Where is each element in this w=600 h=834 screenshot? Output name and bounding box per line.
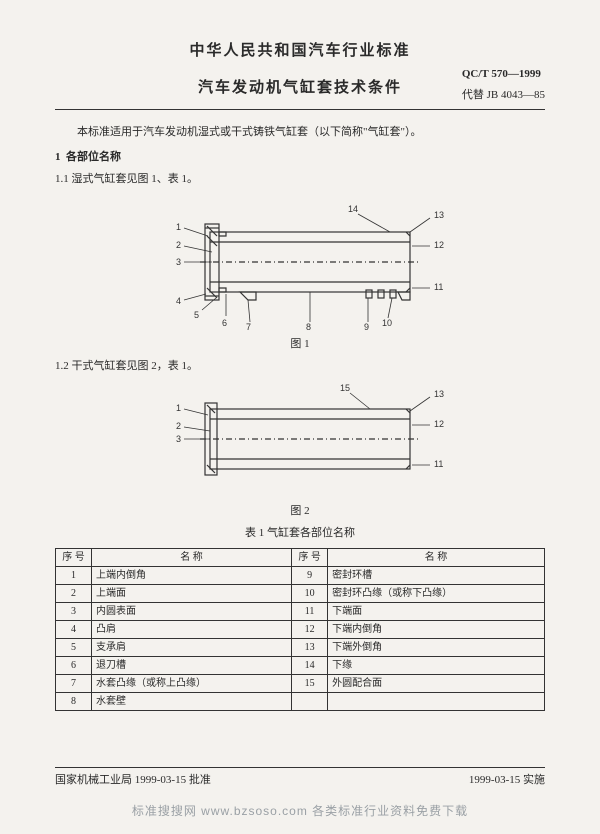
- fig1-label-7: 7: [246, 322, 251, 332]
- page-header: 中华人民共和国汽车行业标准 汽车发动机气缸套技术条件 QC/T 570—1999…: [55, 40, 545, 99]
- replace-note: 代替 JB 4043—85: [462, 87, 545, 104]
- fig2-label-2: 2: [176, 421, 181, 431]
- fig1-label-14: 14: [348, 204, 358, 214]
- divider-top: [55, 109, 545, 110]
- fig1-label-5: 5: [194, 310, 199, 320]
- fig2-label-15: 15: [340, 383, 350, 393]
- th-name-left: 名 称: [92, 548, 292, 566]
- fig1-label-8: 8: [306, 322, 311, 332]
- fig1-label-2: 2: [176, 240, 181, 250]
- fig1-label-3: 3: [176, 257, 181, 267]
- section-1-num: 1: [55, 151, 61, 163]
- parts-table: 序 号 名 称 序 号 名 称 1上端内倒角9密封环槽2上端面10密封环凸缘（或…: [55, 548, 545, 711]
- table-row: 5支承肩13下端外倒角: [56, 638, 545, 656]
- figure-2-caption: 图 2: [55, 503, 545, 520]
- standard-heading: 中华人民共和国汽车行业标准: [55, 40, 545, 63]
- table-row: 8水套壁: [56, 692, 545, 710]
- fig1-label-6: 6: [222, 318, 227, 328]
- table-row: 2上端面10密封环凸缘（或称下凸缘）: [56, 584, 545, 602]
- table-head-row: 序 号 名 称 序 号 名 称: [56, 548, 545, 566]
- table-1-title: 表 1 气缸套各部位名称: [55, 525, 545, 542]
- table-row: 1上端内倒角9密封环槽: [56, 566, 545, 584]
- fig2-label-11: 11: [434, 459, 443, 469]
- footer-left: 国家机械工业局 1999-03-15 批准: [55, 772, 211, 789]
- fig1-label-12: 12: [434, 240, 444, 250]
- subsection-1-1: 1.1 湿式气缸套见图 1、表 1。: [55, 171, 545, 188]
- fig1-label-1: 1: [176, 222, 181, 232]
- figure-2-svg: 1 2 3 15 13 12 11: [130, 379, 470, 499]
- fig2-label-12: 12: [434, 419, 444, 429]
- table-row: 4凸肩12下端内倒角: [56, 620, 545, 638]
- th-name-right: 名 称: [328, 548, 545, 566]
- figure-1-caption: 图 1: [55, 336, 545, 353]
- subsection-1-2: 1.2 干式气缸套见图 2，表 1。: [55, 358, 545, 375]
- th-no-left: 序 号: [56, 548, 92, 566]
- footer-right: 1999-03-15 实施: [469, 772, 545, 789]
- section-1: 1 各部位名称: [55, 149, 545, 166]
- fig1-label-11: 11: [434, 282, 443, 292]
- fig2-label-1: 1: [176, 403, 181, 413]
- page-footer: 国家机械工业局 1999-03-15 批准 1999-03-15 实施: [55, 767, 545, 789]
- table-row: 3内圆表面11下端面: [56, 602, 545, 620]
- fig2-label-3: 3: [176, 434, 181, 444]
- figure-1-svg: 1 2 3 4 5 6 7 8 9 10 14 13 12 11: [130, 192, 470, 332]
- fig2-label-13: 13: [434, 389, 444, 399]
- standard-number: QC/T 570—1999: [462, 66, 545, 83]
- watermark: 标准搜搜网 www.bzsoso.com 各类标准行业资料免费下载: [0, 802, 600, 820]
- fig1-label-13: 13: [434, 210, 444, 220]
- figure-1: 1 2 3 4 5 6 7 8 9 10 14 13 12 11: [55, 192, 545, 332]
- standard-meta: QC/T 570—1999 代替 JB 4043—85: [462, 66, 545, 103]
- intro-paragraph: 本标准适用于汽车发动机湿式或干式铸铁气缸套（以下简称"气缸套"）。: [55, 124, 545, 141]
- th-no-right: 序 号: [292, 548, 328, 566]
- fig1-label-9: 9: [364, 322, 369, 332]
- table-row: 6退刀槽14下缘: [56, 656, 545, 674]
- section-1-title: 各部位名称: [66, 151, 121, 163]
- fig1-label-4: 4: [176, 296, 181, 306]
- fig1-label-10: 10: [382, 318, 392, 328]
- table-row: 7水套凸缘（或称上凸缘）15外圆配合面: [56, 674, 545, 692]
- figure-2: 1 2 3 15 13 12 11: [55, 379, 545, 499]
